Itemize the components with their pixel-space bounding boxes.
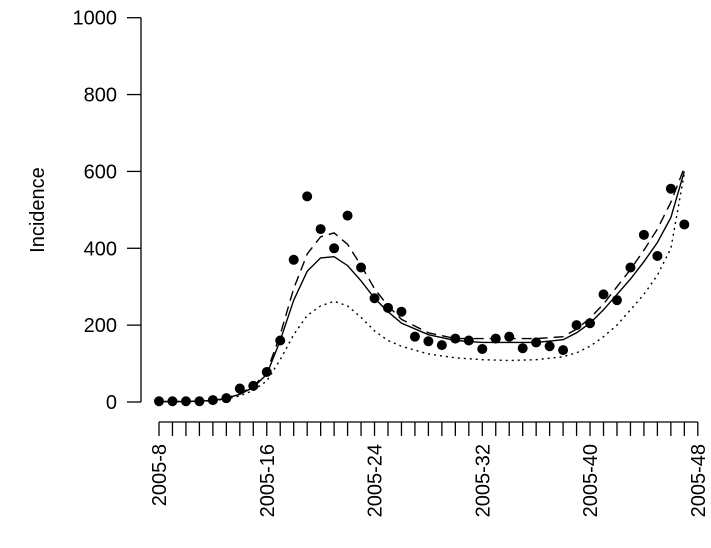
series-line-dotted — [159, 173, 685, 403]
x-tick-label: 2005-24 — [365, 444, 387, 517]
data-point — [638, 229, 649, 240]
data-point — [665, 183, 676, 194]
points-layer — [154, 183, 690, 407]
data-point — [625, 262, 636, 273]
data-point — [679, 219, 690, 230]
data-point — [382, 302, 393, 313]
data-point — [180, 396, 191, 407]
y-tick-label: 400 — [84, 238, 117, 260]
data-point — [423, 336, 434, 347]
data-point — [611, 295, 622, 306]
y-tick-label: 800 — [84, 85, 117, 107]
data-point — [652, 250, 663, 261]
data-point — [517, 343, 528, 354]
data-point — [167, 396, 178, 407]
data-point — [234, 383, 245, 394]
data-point — [409, 331, 420, 342]
data-point — [598, 289, 609, 300]
data-point — [544, 341, 555, 352]
data-point — [436, 340, 447, 351]
x-tick-label: 2005-8 — [149, 444, 171, 506]
data-point — [315, 224, 326, 235]
data-point — [356, 262, 367, 273]
data-point — [450, 333, 461, 344]
data-point — [221, 393, 232, 404]
data-point — [396, 306, 407, 317]
data-point — [463, 335, 474, 346]
y-tick-label: 600 — [84, 161, 117, 183]
data-point — [302, 191, 313, 202]
x-tick-label: 2005-40 — [580, 444, 602, 517]
data-point — [248, 380, 259, 391]
data-point — [342, 210, 353, 221]
y-axis-label: Incidence — [27, 167, 49, 253]
data-point — [585, 318, 596, 329]
data-point — [207, 395, 218, 406]
y-tick-label: 1000 — [73, 8, 118, 30]
y-tick-label: 0 — [106, 392, 117, 414]
data-point — [261, 367, 272, 378]
data-point — [275, 335, 286, 346]
data-point — [477, 343, 488, 354]
x-tick-label: 2005-16 — [257, 444, 279, 517]
data-point — [571, 320, 582, 331]
data-point — [490, 333, 501, 344]
data-point — [531, 337, 542, 348]
data-point — [288, 254, 299, 265]
data-point — [194, 396, 205, 407]
y-tick-label: 200 — [84, 315, 117, 337]
data-point — [329, 243, 340, 254]
data-point — [504, 331, 515, 342]
data-point — [558, 345, 569, 356]
x-tick-label: 2005-32 — [472, 444, 494, 517]
data-point — [154, 396, 164, 407]
x-tick-label: 2005-48 — [688, 444, 710, 517]
y-axis: 0 200 400 600 800 1000 — [73, 8, 142, 414]
data-point — [369, 293, 380, 304]
x-axis: 2005-8 2005-16 2005-24 2005-32 2005-40 2005-4… — [149, 421, 710, 517]
